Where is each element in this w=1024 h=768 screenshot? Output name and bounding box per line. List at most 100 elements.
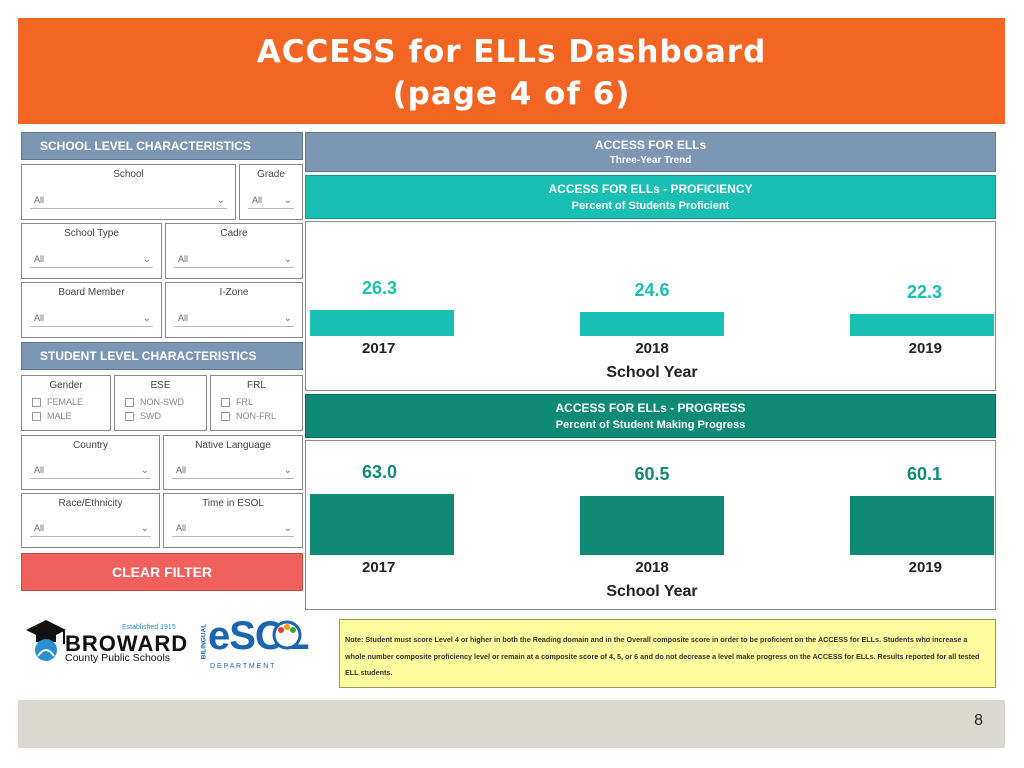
frl-filter: FRL FRL NON-FRL bbox=[210, 375, 303, 431]
gender-label: Gender bbox=[49, 380, 83, 391]
bar-2017 bbox=[310, 494, 454, 555]
option-label: MALE bbox=[47, 411, 72, 421]
tick-label-2018: 2018 bbox=[635, 559, 669, 576]
checkbox[interactable] bbox=[221, 397, 230, 407]
gender-option-female[interactable]: FEMALE bbox=[32, 397, 83, 407]
country-label: Country bbox=[72, 440, 108, 451]
checkbox[interactable] bbox=[32, 411, 41, 421]
established-text: Established 1915 bbox=[122, 624, 176, 631]
board-member-select[interactable]: All ⌄ bbox=[30, 311, 153, 327]
chevron-down-icon: ⌄ bbox=[283, 465, 292, 476]
bilingual-text: BILINGUAL bbox=[200, 623, 208, 660]
tick-label-2019: 2019 bbox=[908, 559, 942, 576]
school-type-label: School Type bbox=[64, 228, 119, 239]
ese-option-non-swd[interactable]: NON-SWD bbox=[125, 397, 184, 407]
tick-label-2017: 2017 bbox=[362, 340, 396, 357]
grade-select-value: All bbox=[252, 195, 263, 205]
grade-filter: Grade All ⌄ bbox=[239, 164, 303, 220]
checkbox[interactable] bbox=[32, 397, 41, 407]
chevron-down-icon: ⌄ bbox=[283, 254, 292, 265]
frl-option-frl[interactable]: FRL bbox=[221, 397, 253, 407]
izone-filter: I-Zone All ⌄ bbox=[165, 282, 303, 338]
school-type-value: All bbox=[34, 254, 45, 264]
checkbox[interactable] bbox=[125, 397, 134, 407]
clear-filter-button[interactable]: CLEAR FILTER bbox=[21, 553, 303, 591]
school-level-header: SCHOOL LEVEL CHARACTERISTICS bbox=[21, 132, 303, 160]
data-label-2018: 24.6 bbox=[634, 280, 670, 300]
chevron-down-icon: ⌄ bbox=[216, 195, 225, 206]
checkbox[interactable] bbox=[221, 411, 230, 421]
tick-label-2019: 2019 bbox=[908, 340, 942, 357]
option-label: FEMALE bbox=[47, 397, 84, 407]
globe-icon bbox=[272, 620, 302, 650]
chevron-down-icon: ⌄ bbox=[283, 195, 292, 206]
izone-label: I-Zone bbox=[219, 287, 249, 298]
trend-header: ACCESS FOR ELLs Three-Year Trend bbox=[305, 132, 996, 172]
bar-2018 bbox=[580, 312, 724, 336]
time-esol-label: Time in ESOL bbox=[202, 498, 264, 509]
country-filter: Country All ⌄ bbox=[21, 435, 160, 490]
native-language-select[interactable]: All ⌄ bbox=[172, 463, 294, 479]
bar-2019 bbox=[850, 496, 994, 555]
race-select[interactable]: All ⌄ bbox=[30, 521, 151, 537]
trend-subtitle: Three-Year Trend bbox=[609, 155, 692, 166]
tick-label-2017: 2017 bbox=[362, 559, 396, 576]
data-label-2017: 63.0 bbox=[362, 462, 398, 482]
graduation-cap-icon bbox=[26, 620, 66, 661]
broward-logo: Established 1915 BROWARD County Public S… bbox=[24, 616, 194, 670]
ese-option-swd[interactable]: SWD bbox=[125, 411, 161, 421]
gender-option-male[interactable]: MALE bbox=[32, 411, 72, 421]
race-filter: Race/Ethnicity All ⌄ bbox=[21, 493, 160, 548]
chevron-down-icon: ⌄ bbox=[283, 523, 292, 534]
proficiency-title: ACCESS FOR ELLs - PROFICIENCY bbox=[548, 182, 753, 196]
checkbox[interactable] bbox=[125, 411, 134, 421]
cadre-select[interactable]: All ⌄ bbox=[174, 252, 294, 268]
chevron-down-icon: ⌄ bbox=[140, 523, 149, 534]
race-label: Race/Ethnicity bbox=[58, 498, 123, 509]
chevron-down-icon: ⌄ bbox=[283, 313, 292, 324]
izone-value: All bbox=[178, 313, 189, 323]
school-type-filter: School Type All ⌄ bbox=[21, 223, 162, 279]
school-select-value: All bbox=[34, 195, 45, 205]
chevron-down-icon: ⌄ bbox=[142, 313, 151, 324]
school-type-select[interactable]: All ⌄ bbox=[30, 252, 153, 268]
page-title: ACCESS for ELLs Dashboard bbox=[256, 34, 767, 70]
ese-label: ESE bbox=[150, 380, 171, 391]
data-label-2019: 22.3 bbox=[906, 282, 942, 302]
cadre-label: Cadre bbox=[220, 228, 248, 239]
department-text: D E P A R T M E N T bbox=[210, 663, 275, 670]
page-number: 8 bbox=[974, 712, 983, 729]
option-label: FRL bbox=[236, 397, 254, 407]
school-filter-label: School bbox=[113, 169, 144, 180]
school-select[interactable]: All ⌄ bbox=[30, 193, 227, 209]
data-label-2018: 60.5 bbox=[634, 464, 670, 484]
frl-option-non-frl[interactable]: NON-FRL bbox=[221, 411, 276, 421]
time-esol-filter: Time in ESOL All ⌄ bbox=[163, 493, 303, 548]
progress-title: ACCESS FOR ELLs - PROGRESS bbox=[555, 401, 746, 415]
chevron-down-icon: ⌄ bbox=[142, 254, 151, 265]
bar-2017 bbox=[310, 310, 454, 336]
bar-2019 bbox=[850, 314, 994, 336]
option-label: NON-FRL bbox=[236, 411, 276, 421]
country-select[interactable]: All ⌄ bbox=[30, 463, 151, 479]
tick-label-2018: 2018 bbox=[635, 340, 669, 357]
grade-select[interactable]: All ⌄ bbox=[248, 193, 294, 209]
native-language-label: Native Language bbox=[195, 440, 271, 451]
gender-filter: Gender FEMALE MALE bbox=[21, 375, 111, 431]
esol-logo: BILINGUAL eSOL D E P A R T M E N T bbox=[196, 614, 334, 676]
note-box: Note: Student must score Level 4 or high… bbox=[339, 619, 996, 688]
proficiency-header: ACCESS FOR ELLs - PROFICIENCY Percent of… bbox=[305, 175, 996, 219]
frl-label: FRL bbox=[247, 380, 266, 391]
proficiency-chart: 26.3 2017 24.6 2018 22.3 2019 School Year bbox=[305, 221, 996, 391]
progress-chart: 63.0 2017 60.5 2018 60.1 2019 School Year bbox=[305, 440, 996, 610]
cadre-filter: Cadre All ⌄ bbox=[165, 223, 303, 279]
time-esol-select[interactable]: All ⌄ bbox=[172, 521, 294, 537]
progress-header: ACCESS FOR ELLs - PROGRESS Percent of St… bbox=[305, 394, 996, 438]
x-axis-title: School Year bbox=[606, 583, 698, 600]
x-axis-title: School Year bbox=[606, 364, 698, 381]
bar-2018 bbox=[580, 496, 724, 555]
ese-filter: ESE NON-SWD SWD bbox=[114, 375, 207, 431]
board-member-label: Board Member bbox=[58, 287, 125, 298]
board-member-filter: Board Member All ⌄ bbox=[21, 282, 162, 338]
izone-select[interactable]: All ⌄ bbox=[174, 311, 294, 327]
